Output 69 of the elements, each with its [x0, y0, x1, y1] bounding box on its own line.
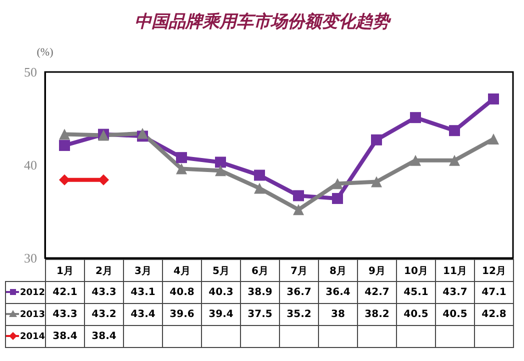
- point: [293, 190, 304, 202]
- data-label: 47.1: [474, 282, 514, 304]
- data-label: 43.1: [124, 282, 162, 304]
- y-tick-label: 30: [24, 250, 37, 266]
- chart-title: 中国品牌乘用车市场份额变化趋势: [134, 12, 392, 31]
- point: [449, 154, 460, 166]
- x-tick-label: 12月: [474, 260, 514, 282]
- data-label: 36.7: [280, 282, 318, 304]
- x-tick-label: 2月: [84, 260, 124, 282]
- point: [98, 174, 109, 186]
- y-axis-title: (%): [36, 46, 54, 58]
- data-label: 38.4: [46, 326, 84, 348]
- data-label: 36.4: [318, 282, 358, 304]
- data-label: 43.3: [46, 304, 84, 326]
- x-tick-label: 11月: [436, 260, 474, 282]
- data-label: 38.9: [240, 282, 280, 304]
- x-tick-label: 1月: [46, 260, 84, 282]
- point: [488, 93, 499, 104]
- data-label: 43.4: [124, 304, 162, 326]
- data-label: 38: [318, 304, 358, 326]
- point: [215, 156, 226, 168]
- point: [488, 133, 499, 144]
- data-label: 43.7: [436, 282, 474, 304]
- point: [254, 170, 265, 181]
- data-label: 42.8: [474, 304, 514, 326]
- point: [137, 128, 148, 139]
- point: [332, 178, 343, 190]
- data-label: 42.7: [358, 282, 396, 304]
- x-tick-label: 5月: [202, 260, 240, 282]
- point: [371, 134, 382, 146]
- data-label: 37.5: [240, 304, 280, 326]
- x-tick-label: 4月: [162, 260, 202, 282]
- x-tick-label: 6月: [240, 260, 280, 282]
- point: [176, 152, 187, 164]
- point: [410, 154, 421, 166]
- y-tick-label: 50: [24, 64, 37, 80]
- data-label: 43.2: [84, 304, 124, 326]
- x-tick-label: 7月: [280, 260, 318, 282]
- data-label: 40.8: [162, 282, 202, 304]
- point: [410, 112, 421, 124]
- point: [371, 176, 382, 188]
- data-label: 39.6: [162, 304, 202, 326]
- point: [59, 174, 70, 186]
- point: [59, 140, 70, 151]
- data-label: 39.4: [202, 304, 240, 326]
- data-label: 40.3: [202, 282, 240, 304]
- y-tick-label: 40: [24, 158, 37, 172]
- point: [215, 165, 226, 176]
- data-label: 38.4: [84, 326, 124, 348]
- x-tick-label: 9月: [358, 260, 396, 282]
- point: [449, 125, 460, 136]
- legend-label: 2014: [6, 326, 46, 348]
- data-label: 42.1: [46, 282, 84, 304]
- x-tick-label: 8月: [318, 260, 358, 282]
- point: [293, 204, 304, 216]
- data-label: 40.5: [436, 304, 474, 326]
- data-label: 40.5: [396, 304, 436, 326]
- data-label: 43.3: [84, 282, 124, 304]
- x-tick-label: 3月: [124, 260, 162, 282]
- data-label: 38.2: [358, 304, 396, 326]
- point: [176, 163, 187, 174]
- data-label: 35.2: [280, 304, 318, 326]
- point: [59, 128, 70, 140]
- x-tick-label: 10月: [396, 260, 436, 282]
- legend-label: 2012: [6, 282, 46, 304]
- point: [254, 182, 265, 194]
- point: [332, 192, 343, 204]
- data-label: 45.1: [396, 282, 436, 304]
- legend-label: 2013: [6, 304, 46, 326]
